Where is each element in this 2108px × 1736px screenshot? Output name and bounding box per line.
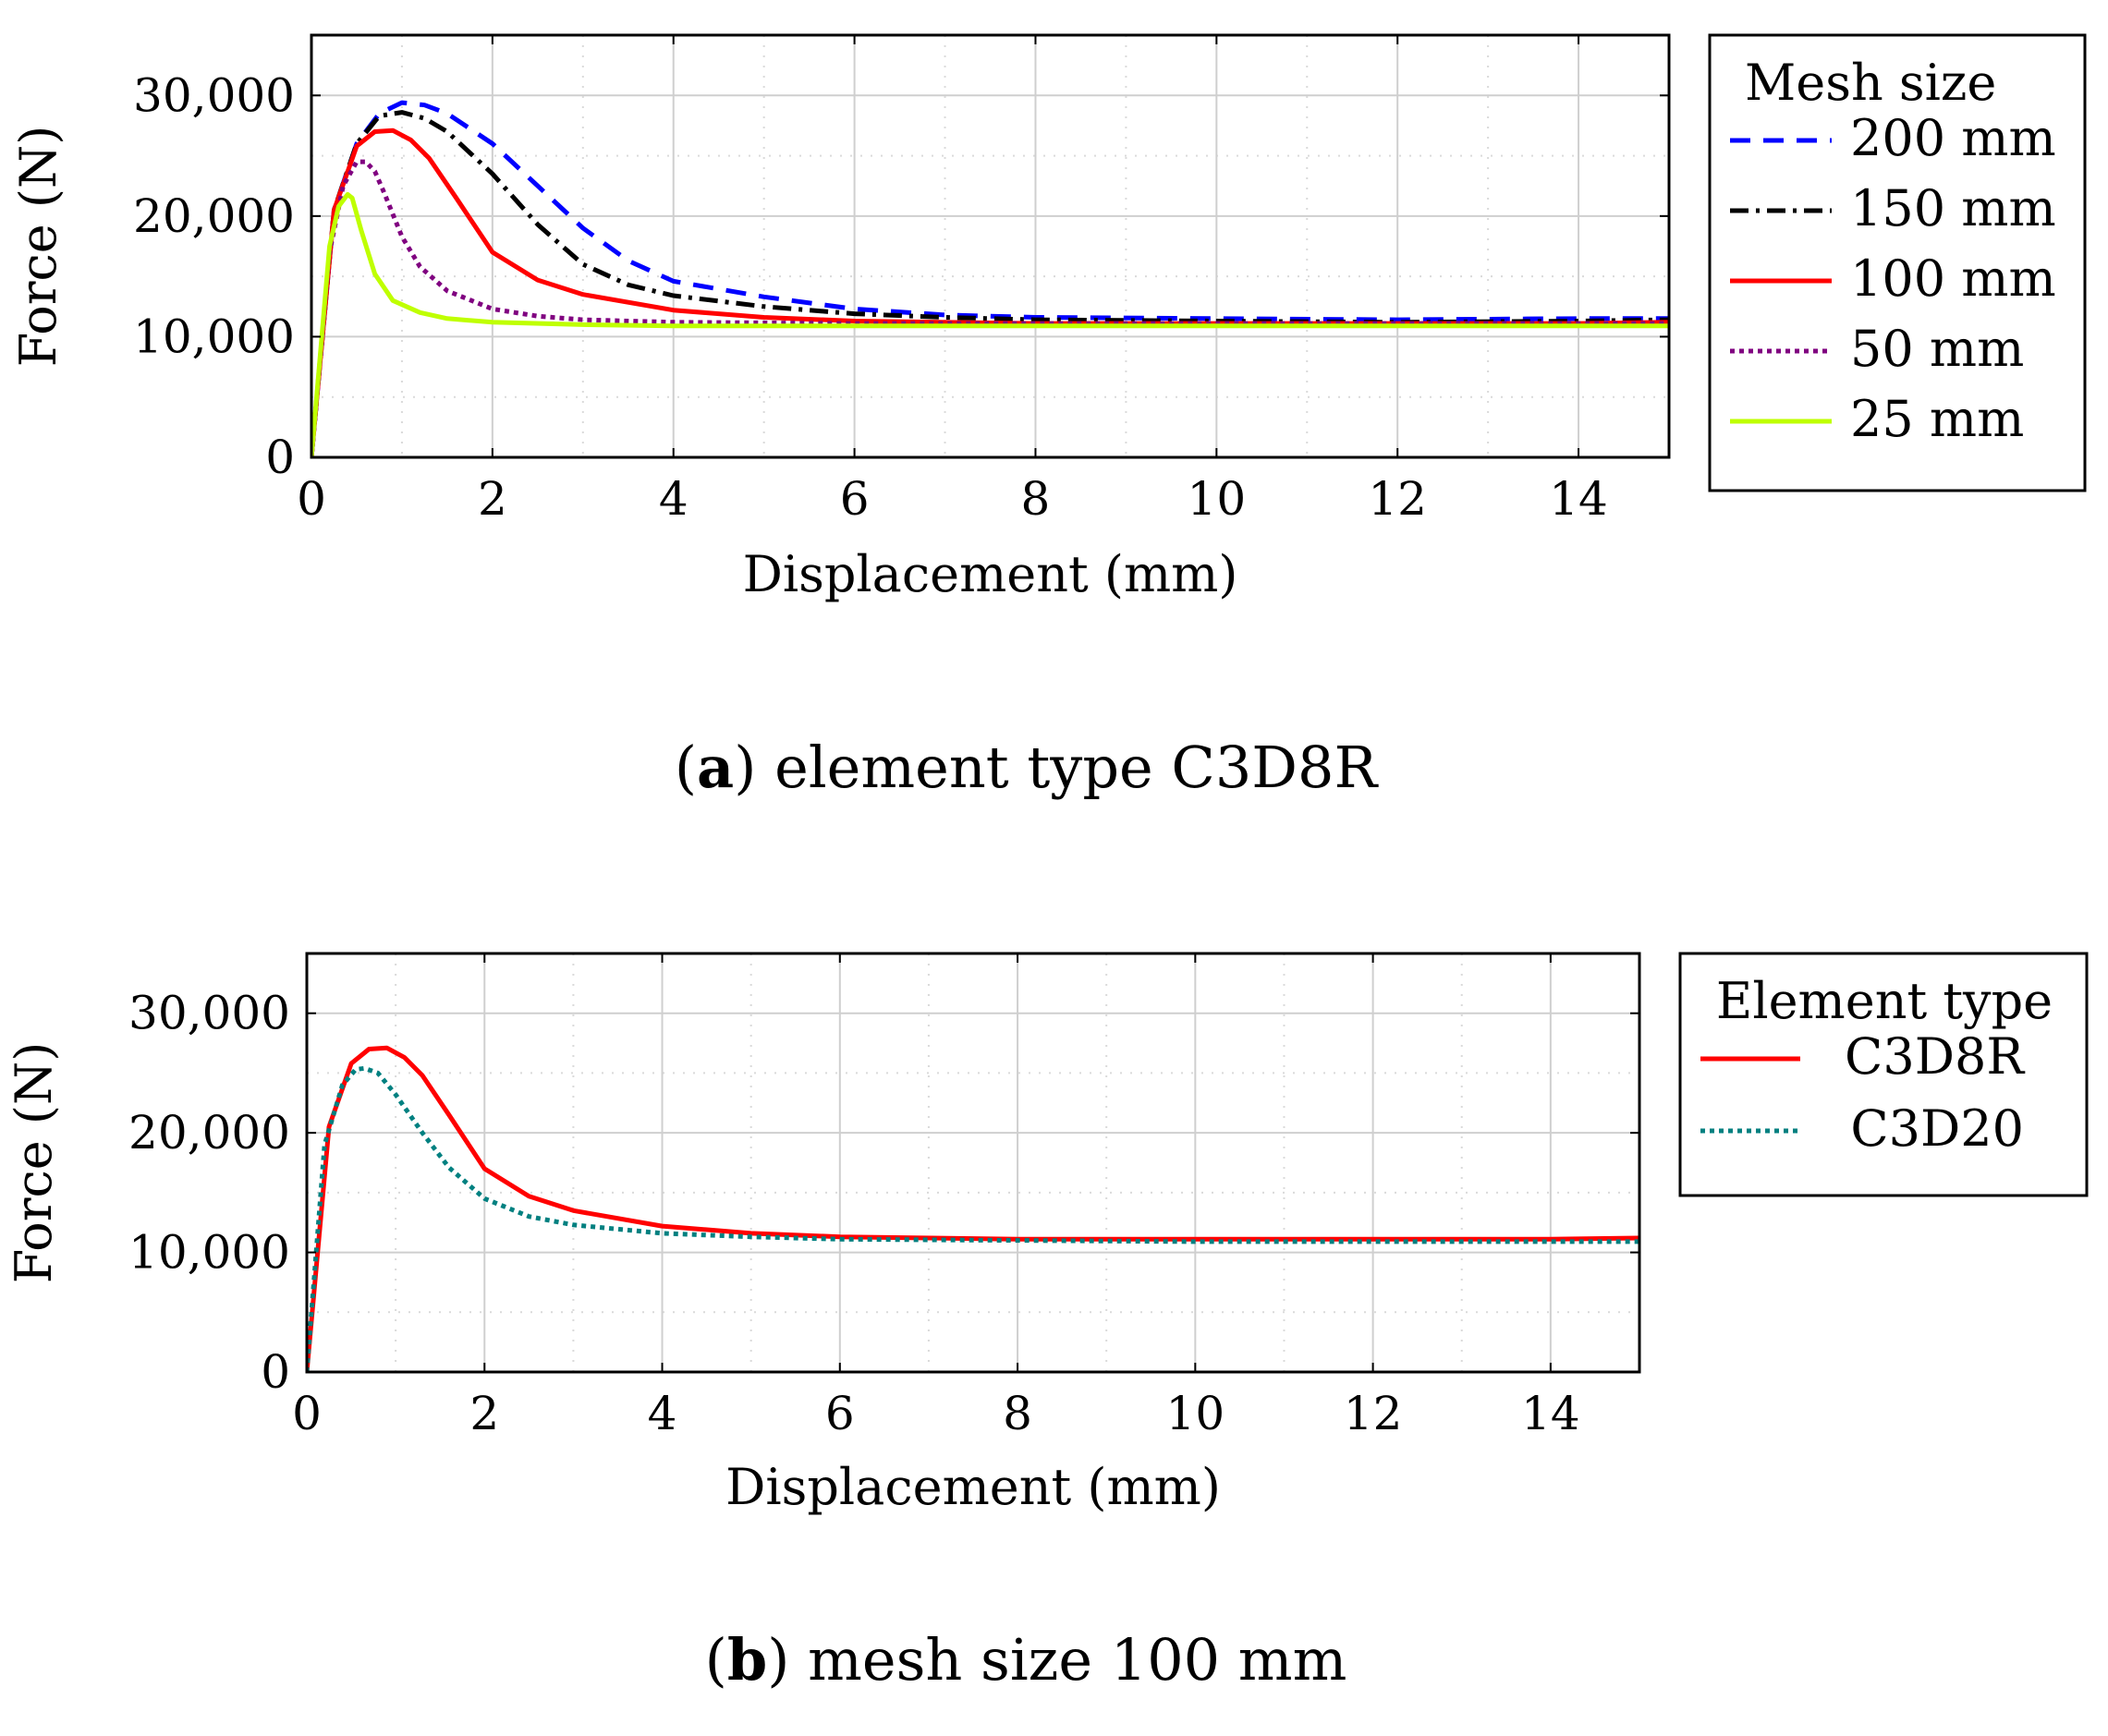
y-tick-label: 0 [261,1345,290,1399]
legend-title: Element type [1716,972,2053,1030]
y-tick-label: 0 [265,431,295,484]
series-group [311,100,1669,457]
caption-letter: a [697,734,734,801]
x-tick-label: 12 [1344,1387,1403,1440]
figure-caption: (a) element type C3D8R [675,734,1380,801]
series-line-50-mm [311,159,1669,457]
plot-frame [310,33,1671,459]
series-line-150-mm [311,110,1669,457]
y-axis-label: Force (N) [5,1042,63,1284]
series-line-200-mm [311,100,1669,457]
x-tick-label: 12 [1368,472,1427,526]
series-line-25-mm [311,191,1669,457]
x-axis-label: Displacement (mm) [725,1458,1221,1516]
caption-open-paren: ( [705,1626,727,1694]
legend-entry-label: 200 mm [1850,109,2056,167]
x-tick-label: 14 [1549,472,1608,526]
legend-box [1708,33,2087,492]
x-tick-label: 4 [648,1387,677,1440]
y-tick-label: 30,000 [128,987,290,1040]
series-group [307,1045,1639,1372]
y-axis-label: Force (N) [9,126,67,368]
plot-frame [305,952,1641,1374]
legend-entry-label: C3D20 [1850,1099,2024,1158]
x-tick-label: 8 [1021,472,1051,526]
grid [307,953,1639,1372]
series-line-c3d20 [307,1065,1639,1372]
legend-entry-label: 25 mm [1850,390,2024,448]
caption-text: element type C3D8R [774,734,1379,801]
caption-open-paren: ( [675,734,697,801]
panel-a: 0 2 4 6 8 10 12 14 0 10,000 20,000 30,000 Displaceme… [9,33,2087,801]
y-tick-label: 20,000 [133,189,295,243]
legend-entry-label: C3D8R [1845,1027,2025,1086]
panel-b: 0 2 4 6 8 10 12 14 0 10,000 20,000 30,000 Displaceme… [5,952,2089,1694]
x-tick-label: 0 [292,1387,322,1440]
caption-close-paren: ) [767,1626,808,1694]
caption-close-paren: ) [734,734,774,801]
x-tick-label: 10 [1188,472,1247,526]
legend-box [1678,952,2089,1197]
x-tick-label: 4 [659,472,688,526]
y-tick-label: 20,000 [128,1106,290,1159]
x-tick-label: 14 [1521,1387,1580,1440]
x-tick-label: 6 [840,472,870,526]
y-tick-label: 10,000 [128,1226,290,1280]
series-line-100-mm [311,127,1669,457]
x-tick-label: 0 [297,472,326,526]
series-line-c3d8r [307,1045,1639,1372]
x-axis-label: Displacement (mm) [743,545,1238,603]
caption-text: mesh size 100 mm [808,1626,1346,1694]
x-tick-label: 6 [825,1387,855,1440]
legend-entry-label: 50 mm [1850,320,2024,378]
x-tick-label: 2 [478,472,507,526]
x-tick-label: 2 [469,1387,499,1440]
x-tick-label: 8 [1003,1387,1032,1440]
y-tick-label: 10,000 [133,310,295,363]
x-tick-label: 10 [1166,1387,1225,1440]
caption-letter: b [727,1626,767,1694]
legend-entry-label: 100 mm [1850,249,2056,308]
legend-entry-label: 150 mm [1850,179,2056,237]
grid [311,35,1669,457]
figure-caption: (b) mesh size 100 mm [705,1626,1347,1694]
y-tick-label: 30,000 [133,68,295,122]
legend-title: Mesh size [1745,54,1996,112]
